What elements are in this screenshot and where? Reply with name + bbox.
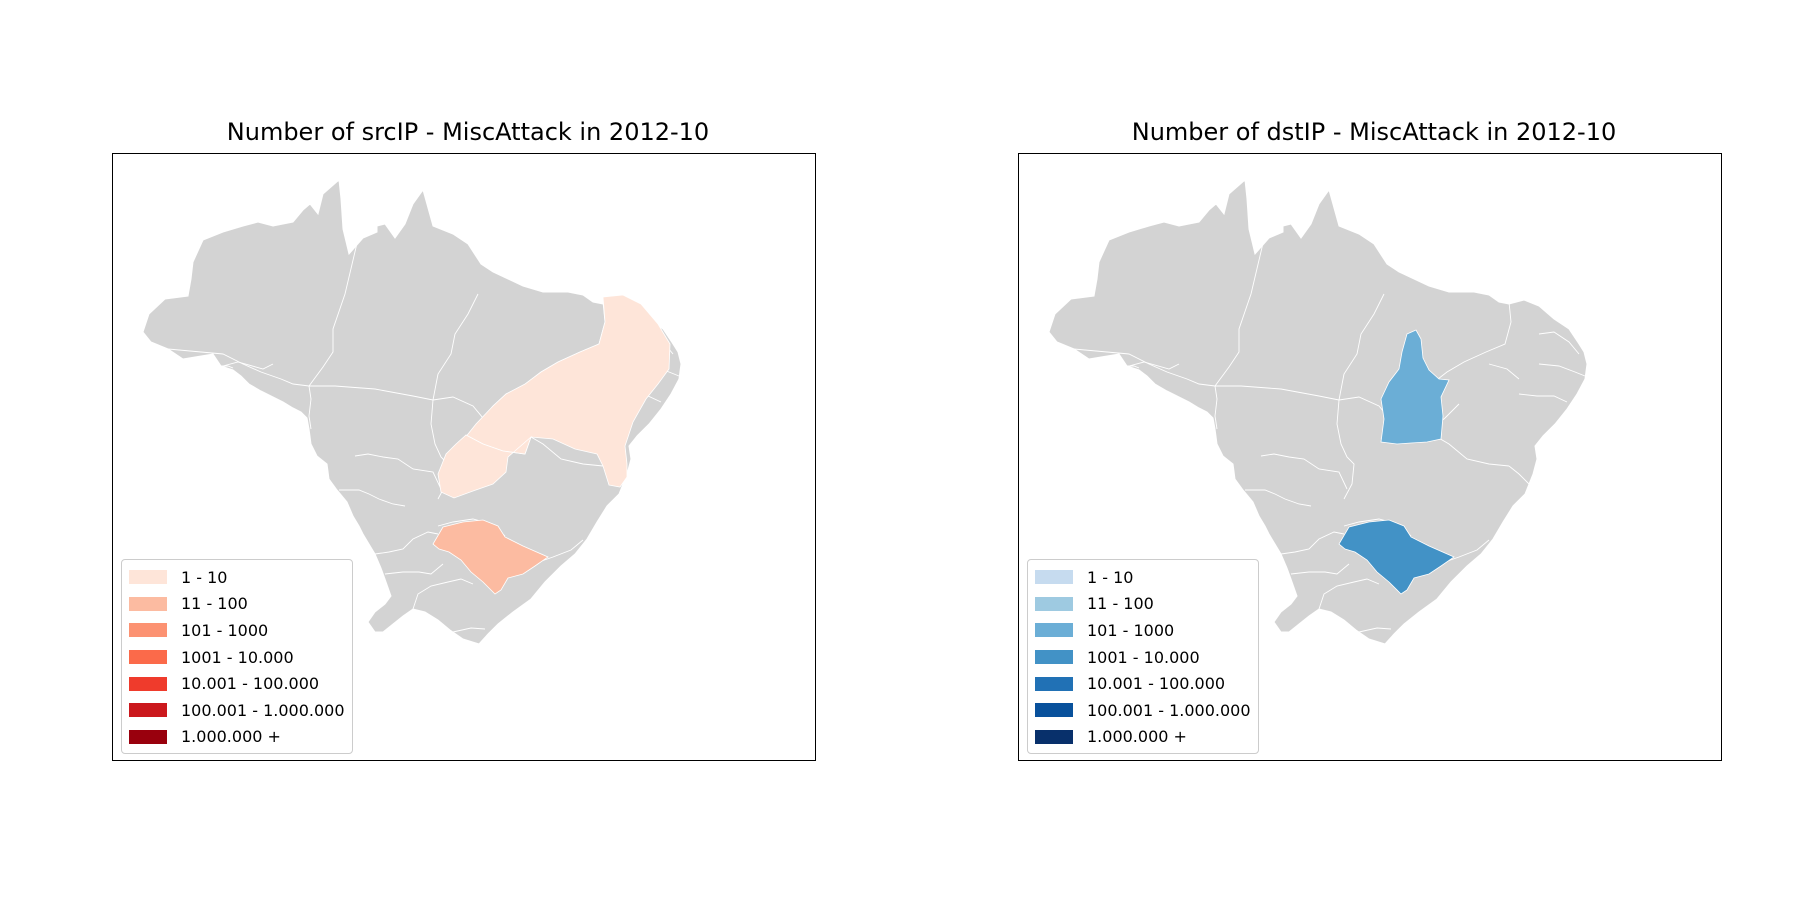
state-border [308,385,434,430]
legend-item: 1001 - 10.000 [129,644,345,671]
state-border [1260,453,1348,490]
state-border [374,531,439,555]
srcip-map-title: Number of srcIP - MiscAttack in 2012-10 [226,118,710,146]
state-border [222,361,274,370]
state-border [1290,563,1350,575]
state-border [432,293,479,401]
state-border [1280,531,1345,555]
state-border [1518,393,1568,403]
legend-label: 101 - 1000 [1087,620,1175,640]
legend-swatch [1035,650,1073,665]
state-border [452,627,486,633]
dstip-region-tocantins [1380,329,1450,445]
srcip-region-goias [437,434,532,499]
dstip-map-panel: Number of dstIP - MiscAttack in 2012-10 … [1018,110,1730,774]
state-border [1436,436,1510,467]
legend-swatch [129,729,167,744]
state-border [412,578,474,610]
legend-item: 1.000.000 + [1035,724,1251,751]
legend-item: 10.001 - 100.000 [1035,670,1251,697]
legend-swatch [1035,729,1073,744]
legend-label: 101 - 1000 [181,620,269,640]
legend-label: 1.000.000 + [1087,727,1187,747]
state-border [1538,331,1580,355]
legend-item: 1001 - 10.000 [1035,644,1251,671]
legend-label: 10.001 - 100.000 [181,674,320,694]
dstip-legend: 1 - 10 11 - 100 101 - 1000 1001 - 10.000… [1027,559,1259,755]
state-border [1358,627,1392,633]
state-border [308,238,359,387]
legend-label: 1.000.000 + [181,727,281,747]
legend-swatch [1035,596,1073,611]
state-border [530,436,604,467]
legend-label: 1001 - 10.000 [1087,647,1200,667]
legend-swatch [129,703,167,718]
state-border [384,563,444,575]
srcip-brazil-map [142,178,682,645]
legend-swatch [129,623,167,638]
legend-swatch [129,596,167,611]
dstip-shaded-states [1338,329,1455,595]
legend-item: 101 - 1000 [1035,617,1251,644]
state-border [1245,489,1312,507]
legend-label: 100.001 - 1.000.000 [181,700,345,720]
legend-swatch [129,650,167,665]
legend-item: 1.000.000 + [129,724,345,751]
legend-item: 11 - 100 [1035,591,1251,618]
legend-label: 1001 - 10.000 [181,647,294,667]
state-border [1538,363,1586,377]
legend-swatch [1035,623,1073,638]
legend-item: 1 - 10 [129,564,345,591]
state-border [1128,361,1180,370]
legend-item: 100.001 - 1.000.000 [129,697,345,724]
state-border [1214,385,1340,430]
legend-label: 11 - 100 [1087,594,1154,614]
legend-label: 100.001 - 1.000.000 [1087,700,1251,720]
state-border [1488,363,1520,380]
brazil-base-shape [1048,178,1588,645]
state-border [339,489,406,507]
brazil-base-shape [142,178,682,645]
srcip-legend: 1 - 10 11 - 100 101 - 1000 1001 - 10.000… [121,559,353,755]
state-border [1338,293,1385,401]
state-border [1214,238,1265,387]
state-border [1336,399,1355,500]
legend-swatch [1035,703,1073,718]
state-border [1428,301,1512,387]
legend-item: 101 - 1000 [129,617,345,644]
legend-label: 10.001 - 100.000 [1087,674,1226,694]
legend-label: 1 - 10 [181,567,228,587]
dstip-region-sao-paulo [1338,519,1455,595]
srcip-shaded-states [432,294,671,595]
legend-item: 100.001 - 1.000.000 [1035,697,1251,724]
legend-label: 11 - 100 [181,594,248,614]
dstip-brazil-map [1048,178,1588,645]
legend-swatch [1035,676,1073,691]
srcip-map-frame: 1 - 10 11 - 100 101 - 1000 1001 - 10.000… [112,153,816,761]
state-border [354,453,442,490]
legend-label: 1 - 10 [1087,567,1134,587]
legend-swatch [129,676,167,691]
dstip-brazil-outline [1048,178,1588,645]
srcip-region-sao-paulo [432,519,549,595]
legend-item: 11 - 100 [129,591,345,618]
legend-swatch [1035,570,1073,585]
state-border [1508,465,1530,485]
legend-swatch [129,570,167,585]
srcip-region-northeast-interior [459,294,671,488]
dstip-map-frame: 1 - 10 11 - 100 101 - 1000 1001 - 10.000… [1018,153,1722,761]
state-border [1318,578,1380,610]
srcip-map-panel: Number of srcIP - MiscAttack in 2012-10 … [112,110,824,774]
dstip-map-title: Number of dstIP - MiscAttack in 2012-10 [1131,118,1617,146]
legend-item: 1 - 10 [1035,564,1251,591]
legend-item: 10.001 - 100.000 [129,670,345,697]
